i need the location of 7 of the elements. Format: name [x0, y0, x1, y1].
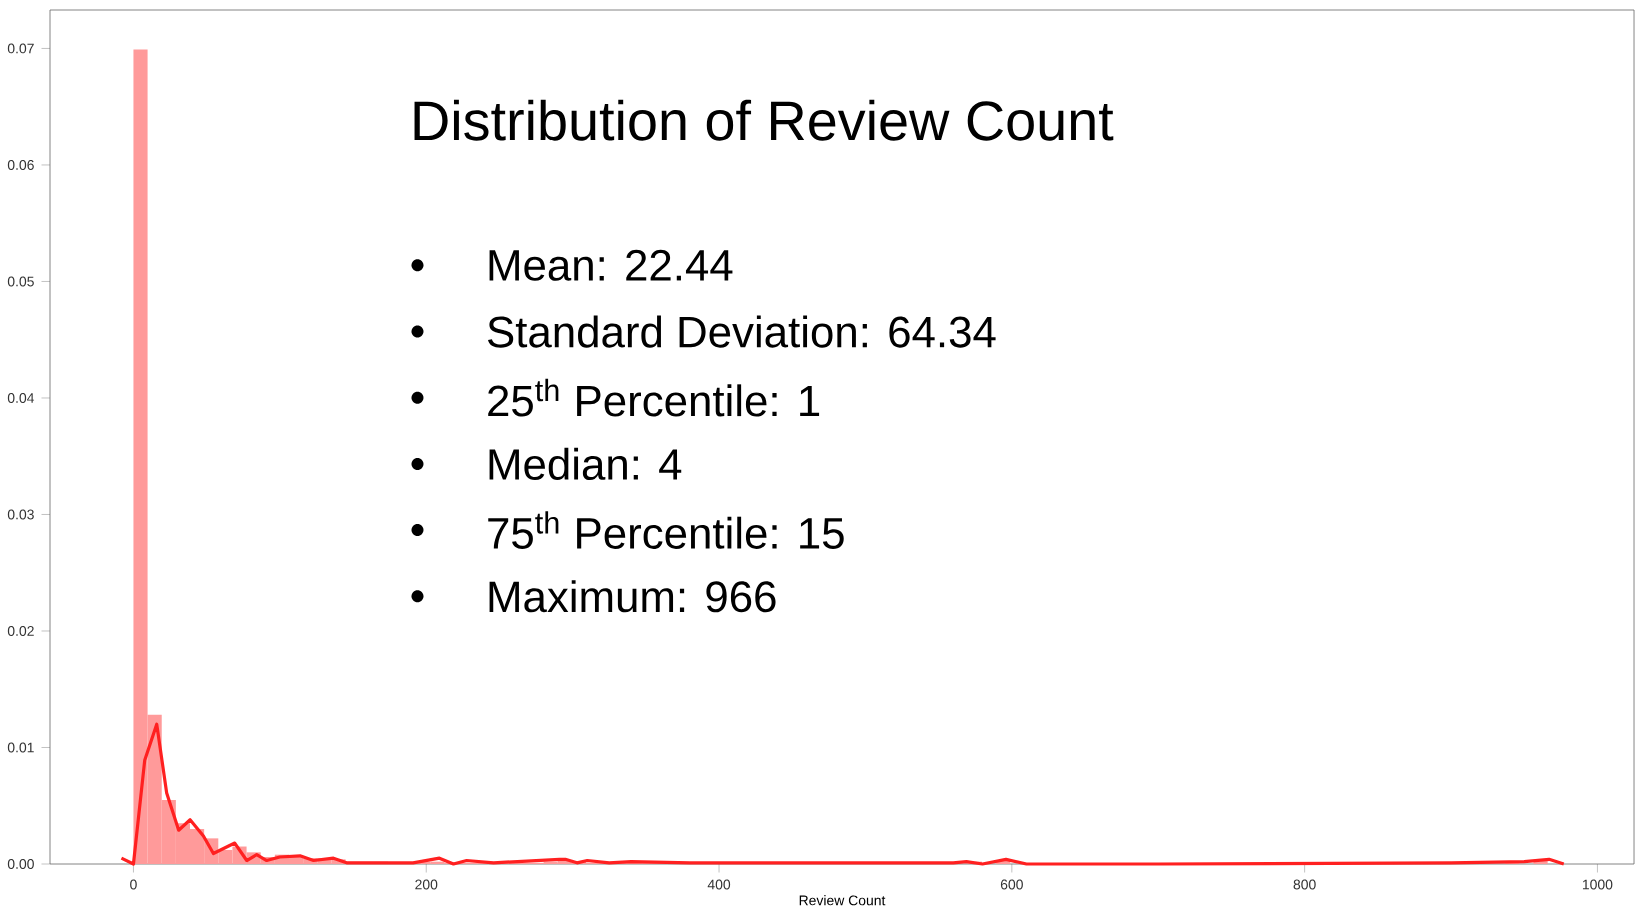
annotation: Standard Deviation: 64.34 — [487, 315, 996, 348]
annotation: Maximum: 966 — [489, 580, 776, 613]
annotation: Mean: 22.44 — [489, 249, 733, 281]
annotation: 75$^{th}$ Percentile: 15 — [488, 511, 844, 549]
annotation: Median: 4 — [489, 447, 682, 480]
text: Distribution of Review Count — [414, 99, 1114, 141]
annotation: 25$^{th}$ Percentile: 1 — [488, 378, 820, 417]
